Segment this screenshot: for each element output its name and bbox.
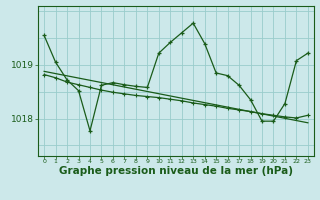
X-axis label: Graphe pression niveau de la mer (hPa): Graphe pression niveau de la mer (hPa) (59, 166, 293, 176)
